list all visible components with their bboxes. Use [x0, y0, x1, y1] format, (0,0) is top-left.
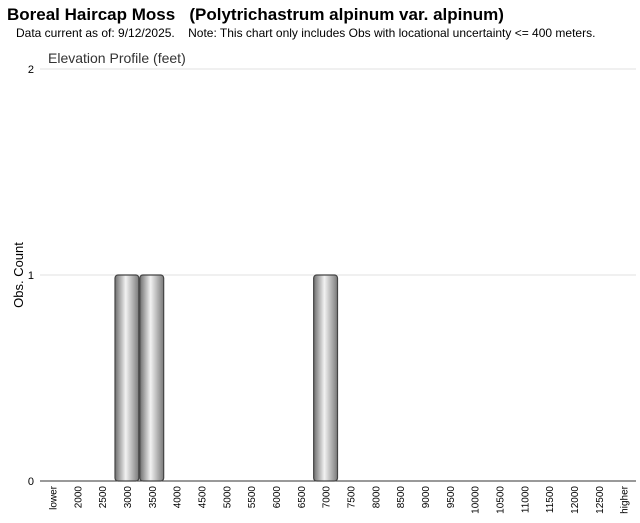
- bar: [114, 274, 140, 482]
- y-tick-label: 2: [28, 64, 34, 76]
- x-tick-label: 7500: [346, 486, 357, 509]
- x-tick-label: 5000: [222, 486, 233, 509]
- x-tick-label: 3500: [148, 486, 159, 509]
- y-axis-label: Obs. Count: [11, 242, 26, 308]
- x-tick-label: 12000: [570, 486, 581, 514]
- x-tick-label: 2000: [73, 486, 84, 509]
- subtitle: Data current as of: 9/12/2025. Note: Thi…: [16, 26, 595, 40]
- y-tick-label: 0: [28, 476, 34, 488]
- x-tick-label: 11000: [520, 486, 531, 514]
- y-tick-label: 1: [28, 270, 34, 282]
- title: Boreal Haircap Moss (Polytrichastrum alp…: [7, 5, 504, 24]
- x-tick-label: 6500: [297, 486, 308, 509]
- x-tick-label: 9000: [421, 486, 432, 509]
- x-tick-label: 2500: [98, 486, 109, 509]
- x-tick-label: 4000: [173, 486, 184, 509]
- x-tick-label: 7000: [322, 486, 333, 509]
- x-tick-label: 5500: [247, 486, 258, 509]
- x-tick-label: 8500: [396, 486, 407, 509]
- x-tick-label: 10000: [471, 486, 482, 514]
- bar: [313, 274, 339, 482]
- bar: [139, 274, 165, 482]
- x-tick-label: 9500: [446, 486, 457, 509]
- x-tick-label: 10500: [495, 486, 506, 514]
- x-tick-label: higher: [620, 485, 631, 513]
- x-tick-label: 3000: [123, 486, 134, 509]
- x-tick-label: 12500: [595, 486, 606, 514]
- x-tick-label: 6000: [272, 486, 283, 509]
- x-tick-label: lower: [48, 485, 59, 510]
- chart-title: Elevation Profile (feet): [48, 50, 186, 66]
- x-tick-label: 4500: [197, 486, 208, 509]
- x-tick-label: 11500: [545, 486, 556, 514]
- x-tick-label: 8000: [371, 486, 382, 509]
